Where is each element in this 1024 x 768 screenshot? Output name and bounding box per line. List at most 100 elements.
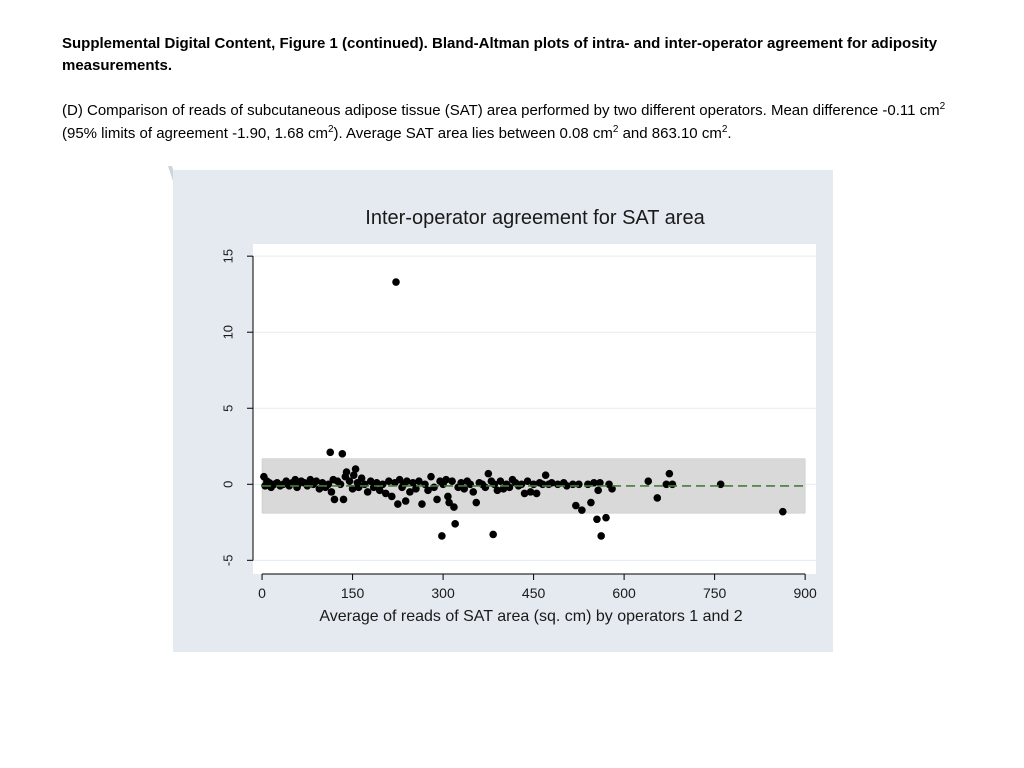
- data-point-43: [363, 488, 372, 496]
- data-point-47: [375, 486, 384, 495]
- data-point-50: [384, 477, 393, 486]
- superscript-3: 2: [612, 124, 619, 135]
- data-point-85: [472, 498, 481, 507]
- data-point-130: [653, 494, 662, 502]
- data-point-78: [451, 520, 459, 528]
- data-point-75: [445, 498, 453, 507]
- data-point-106: [532, 489, 541, 498]
- data-point-38: [351, 465, 360, 473]
- data-point-58: [401, 497, 410, 505]
- description-text-1: (D) Comparison of reads of subcutaneous …: [62, 102, 940, 119]
- data-point-125: [597, 532, 605, 540]
- x-axis-label: Average of reads of SAT area (sq. cm) by…: [319, 608, 742, 625]
- data-point-109: [541, 471, 550, 479]
- data-point-116: [572, 501, 580, 510]
- data-point-73: [442, 475, 450, 484]
- data-point-93: [493, 486, 502, 495]
- plot-area: [253, 244, 816, 574]
- data-point-60: [406, 488, 414, 496]
- y-tick-label-10: 10: [220, 325, 235, 339]
- data-point-71: [438, 532, 446, 540]
- data-point-28: [330, 495, 339, 504]
- data-point-54: [394, 500, 402, 508]
- data-point-80: [457, 478, 465, 487]
- data-point-103: [523, 477, 532, 486]
- data-point-134: [716, 480, 725, 489]
- data-point-35: [345, 477, 354, 486]
- data-point-37: [349, 471, 358, 479]
- description-text-5: .: [727, 125, 732, 142]
- data-point-132: [665, 469, 674, 478]
- data-point-111: [547, 478, 556, 487]
- data-point-68: [430, 483, 438, 492]
- data-point-118: [578, 506, 586, 514]
- data-point-121: [590, 478, 598, 487]
- superscript-1: 2: [939, 101, 946, 112]
- chart-title: Inter-operator agreement for SAT area: [365, 207, 705, 229]
- data-point-67: [427, 472, 435, 481]
- x-tick-label-600: 600: [612, 585, 636, 601]
- data-point-66: [424, 486, 432, 495]
- data-point-128: [608, 485, 616, 493]
- data-point-21: [315, 485, 324, 493]
- data-point-84: [469, 488, 478, 496]
- data-point-88: [481, 483, 490, 492]
- data-point-129: [644, 477, 653, 486]
- bland-altman-plot: Inter-operator agreement for SAT area -5…: [220, 207, 817, 625]
- caption-description: (D) Comparison of reads of subcutaneous …: [62, 99, 962, 145]
- data-point-74: [444, 492, 452, 501]
- data-point-81: [460, 485, 469, 493]
- chart-panel: Inter-operator agreement for SAT area -5…: [173, 170, 833, 652]
- data-point-62: [412, 485, 420, 493]
- superscript-2: 2: [327, 124, 334, 135]
- data-point-44: [366, 477, 375, 486]
- x-tick-label-750: 750: [703, 585, 727, 601]
- data-point-123: [594, 486, 602, 495]
- data-point-34: [342, 468, 351, 476]
- data-point-126: [602, 513, 610, 522]
- data-point-76: [448, 477, 456, 486]
- data-point-102: [520, 489, 529, 498]
- data-point-114: [562, 481, 571, 490]
- data-point-97: [505, 483, 514, 492]
- description-text-4: and 863.10 cm: [618, 125, 722, 142]
- data-point-64: [418, 500, 426, 508]
- data-point-133: [668, 480, 677, 489]
- data-point-20: [312, 477, 321, 486]
- data-point-32: [339, 495, 348, 504]
- y-tick-label--5: -5: [220, 555, 235, 567]
- data-point-117: [575, 480, 583, 489]
- x-tick-label-300: 300: [431, 585, 455, 601]
- data-point-94: [496, 477, 505, 486]
- data-point-25: [326, 448, 335, 457]
- data-point-51: [387, 492, 396, 501]
- data-point-89: [484, 469, 493, 478]
- data-point-63: [415, 477, 423, 486]
- y-tick-label-15: 15: [220, 249, 235, 263]
- data-point-61: [409, 478, 417, 487]
- y-tick-label-5: 5: [220, 405, 235, 412]
- data-point-77: [450, 503, 458, 511]
- data-point-49: [381, 489, 390, 498]
- data-point-91: [489, 530, 497, 539]
- description-text-3: ). Average SAT area lies between 0.08 cm: [333, 125, 613, 142]
- data-point-69: [433, 495, 441, 504]
- data-point-104: [526, 488, 535, 496]
- data-point-30: [336, 480, 345, 489]
- data-point-31: [338, 450, 347, 458]
- x-tick-label-450: 450: [522, 585, 546, 601]
- data-point-59: [403, 477, 411, 486]
- data-point-53: [392, 278, 400, 286]
- description-text-2: (95% limits of agreement -1.90, 1.68 cm: [62, 125, 328, 142]
- data-point-26: [327, 488, 336, 496]
- superscript-4: 2: [721, 124, 728, 135]
- data-point-46: [372, 478, 381, 487]
- data-point-120: [587, 498, 595, 507]
- y-tick-label-0: 0: [220, 481, 235, 488]
- data-point-135: [779, 507, 787, 516]
- data-point-124: [596, 478, 604, 487]
- data-point-41: [357, 474, 366, 482]
- data-point-36: [348, 485, 357, 493]
- x-tick-label-0: 0: [258, 585, 266, 601]
- x-tick-label-150: 150: [341, 585, 365, 601]
